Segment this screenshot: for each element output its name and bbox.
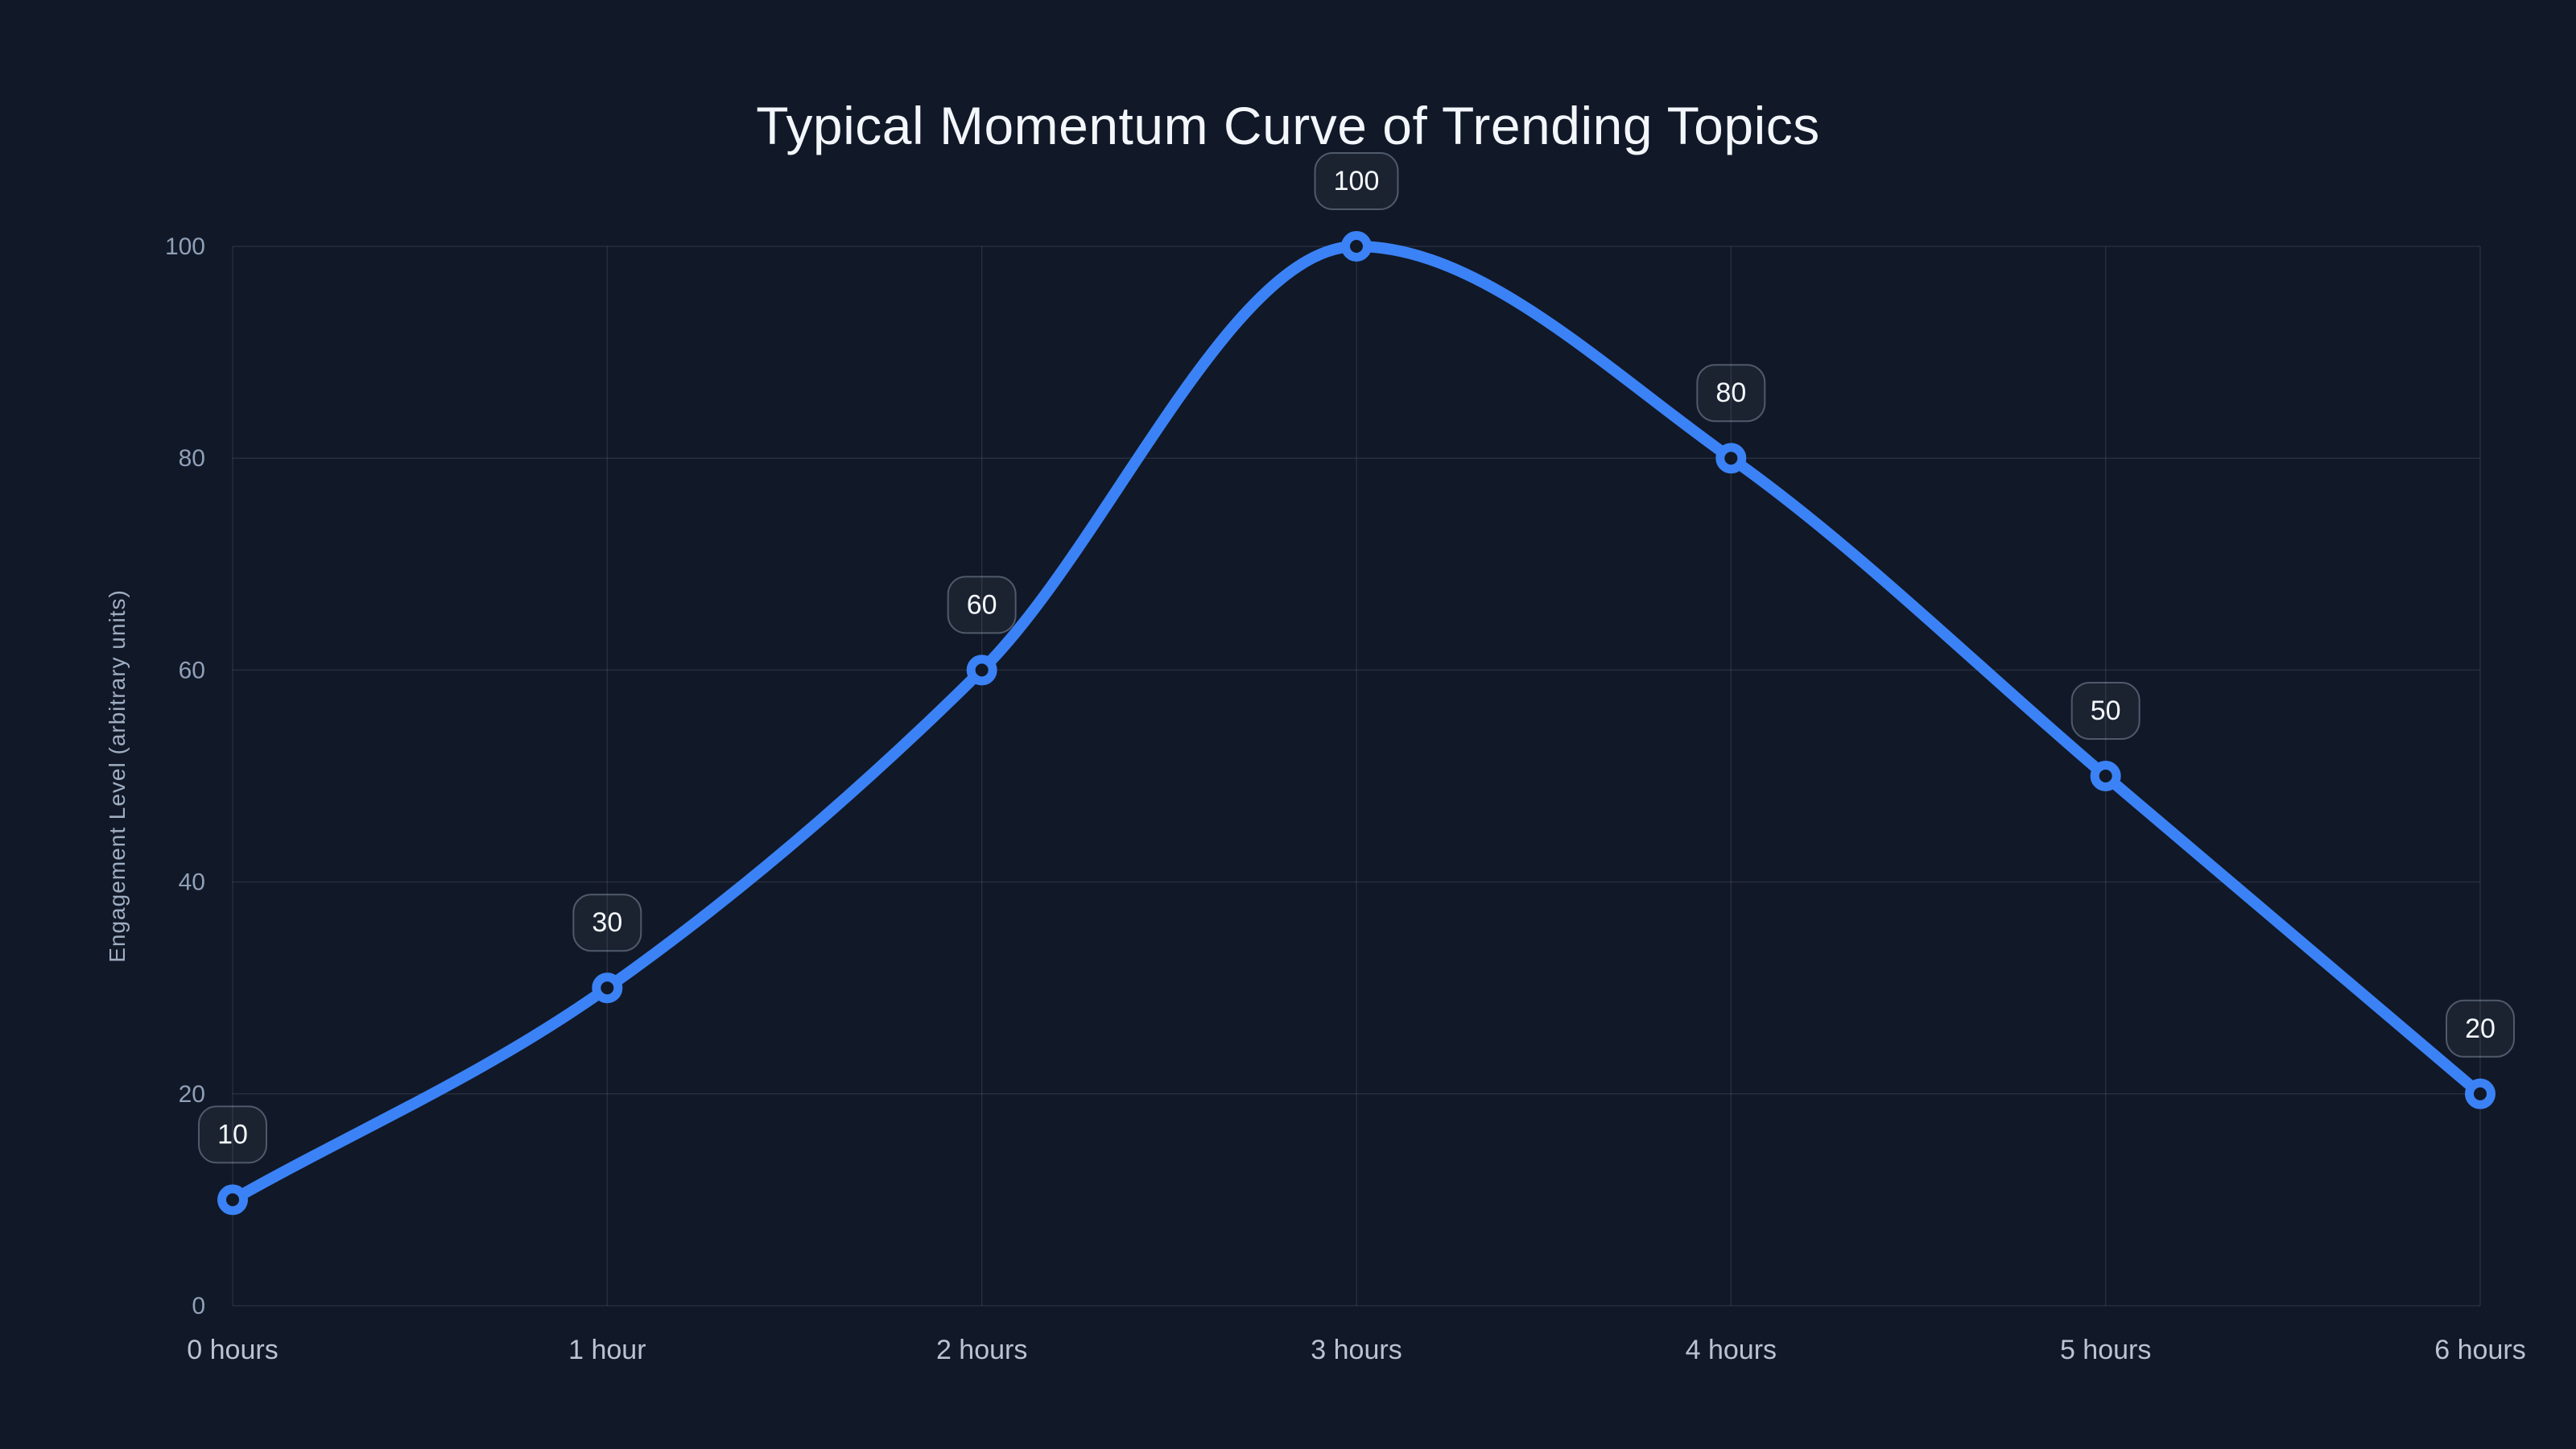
- y-tick-label: 20: [179, 1081, 205, 1108]
- point-label: 60: [967, 589, 997, 620]
- data-point-marker[interactable]: [1341, 231, 1372, 262]
- point-label-box: [1314, 152, 1399, 210]
- point-label: 30: [592, 907, 622, 938]
- data-point-marker[interactable]: [217, 1184, 248, 1216]
- x-tick-label: 5 hours: [2060, 1335, 2151, 1365]
- x-tick-label: 0 hours: [187, 1335, 278, 1365]
- y-tick-label: 0: [192, 1293, 205, 1319]
- data-point-marker[interactable]: [1715, 443, 1747, 474]
- data-point-marker[interactable]: [2465, 1078, 2496, 1109]
- point-label-box: [2070, 682, 2140, 740]
- point-label: 20: [2465, 1013, 2496, 1044]
- chart-title: Typical Momentum Curve of Trending Topic…: [756, 96, 1820, 155]
- y-tick-label: 40: [179, 869, 205, 896]
- point-label-box: [198, 1105, 267, 1164]
- data-point-marker[interactable]: [966, 654, 997, 686]
- point-label-box: [1696, 364, 1766, 423]
- x-tick-label: 4 hours: [1686, 1335, 1777, 1365]
- point-label-box: [572, 894, 642, 952]
- data-point-marker[interactable]: [2090, 761, 2121, 791]
- y-tick-label: 80: [179, 445, 205, 472]
- point-label: 80: [1715, 378, 1746, 408]
- point-label: 10: [217, 1119, 248, 1150]
- y-tick-label: 100: [165, 233, 205, 260]
- x-tick-label: 1 hour: [568, 1335, 646, 1365]
- y-tick-label: 60: [179, 657, 205, 683]
- data-point-marker[interactable]: [592, 972, 623, 1004]
- x-tick-label: 3 hours: [1311, 1335, 1402, 1365]
- point-label: 100: [1334, 166, 1380, 196]
- x-tick-label: 6 hours: [2434, 1335, 2525, 1365]
- point-label-box: [947, 576, 1017, 634]
- point-label: 50: [2091, 696, 2121, 726]
- point-label-box: [2446, 999, 2515, 1058]
- x-tick-label: 2 hours: [936, 1335, 1027, 1365]
